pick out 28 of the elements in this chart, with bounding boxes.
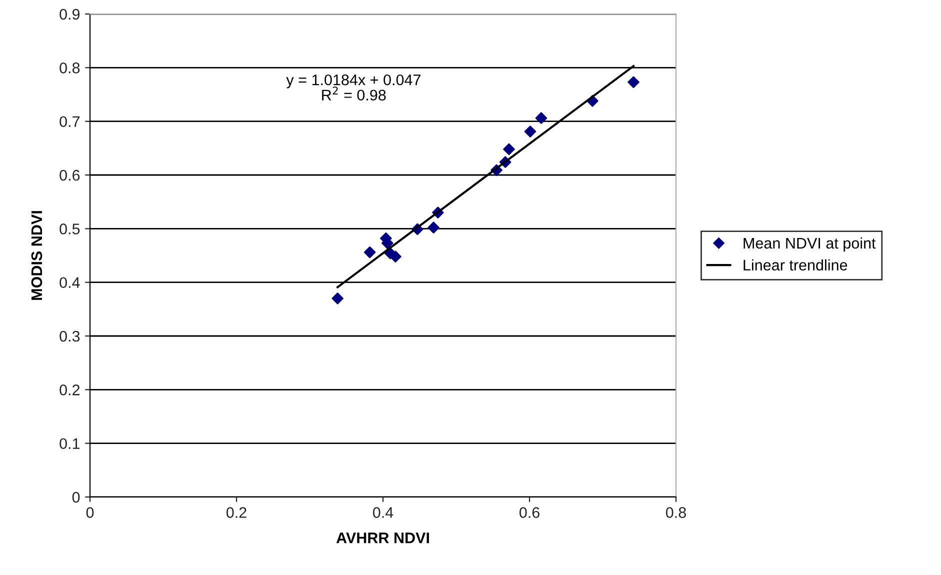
x-axis-title: AVHRR NDVI (336, 532, 429, 544)
point (428, 222, 440, 234)
y-tick-label: 0.2 (60, 384, 80, 396)
y-axis-title: MODIS NDVI (31, 211, 42, 300)
legend-label: Mean NDVI at point (744, 237, 876, 252)
x-tick-label: 0.6 (519, 507, 540, 518)
x-tick-label: 0.2 (226, 507, 246, 518)
legend-label: Linear trendline (744, 259, 848, 271)
annotation: y = 1.0184x + 0.047 R$^{2}$ = 0.98 (286, 74, 420, 101)
y-tick-label: 0.6 (60, 170, 80, 181)
y-tick-label: 0 (72, 492, 80, 503)
point (390, 250, 402, 262)
point (535, 112, 548, 124)
x-tick-label: 0.4 (372, 507, 394, 518)
y-tick-label: 0.7 (60, 116, 80, 128)
y-tick-label: 0.5 (60, 224, 80, 234)
y-tick-label: 0.1 (60, 438, 80, 450)
point (503, 143, 515, 156)
point (628, 76, 640, 88)
y-tick-label: 0.8 (60, 62, 80, 74)
y-tick-label: 0.9 (60, 8, 80, 20)
y-tick-label: 0.3 (60, 330, 80, 342)
y-tick-label: 0.4 (60, 277, 80, 288)
x-tick-label: 0 (86, 507, 94, 518)
x-tick-label: 0.8 (666, 507, 686, 518)
point (332, 292, 344, 304)
point (524, 126, 536, 138)
point (364, 246, 376, 258)
